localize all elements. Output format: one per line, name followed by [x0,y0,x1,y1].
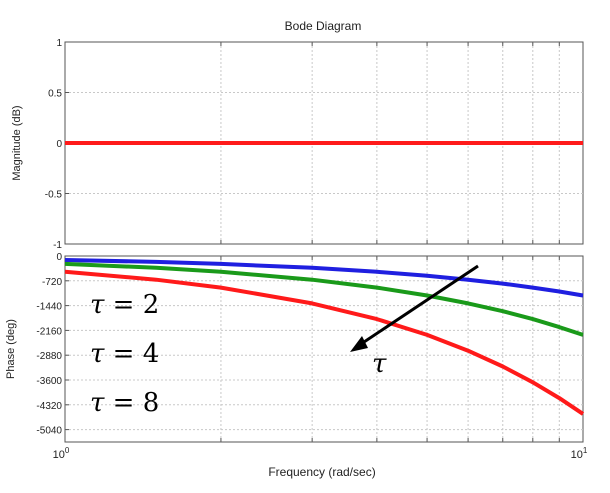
magnitude-axis-label: Magnitude (dB) [11,105,23,180]
y-tick-label: 0 [56,139,62,150]
phase-axis-label: Phase (deg) [5,319,17,379]
y-tick-label: -3600 [36,376,62,387]
phase-series [64,258,585,416]
y-tick-label: -4320 [36,401,62,412]
y-tick-label: -1440 [36,302,62,313]
x-tick-label: 101 [571,446,588,461]
increasing-tau-arrow [350,264,479,352]
y-tick-label: -5040 [36,426,62,437]
series-line [64,269,585,416]
series-line [64,258,584,298]
y-tick-label: -2160 [36,326,62,337]
tau-legend-item: τ = 4 [90,339,159,369]
chart-title: Bode Diagram [285,19,362,33]
tau-legend: τ = 2 τ = 4 τ = 8 [90,290,159,418]
arrow-tau-label: τ [372,349,387,379]
phase-plot-frame [64,255,584,443]
arrow-shaft [357,264,479,348]
arrow-head-icon [350,336,368,352]
tau-legend-item: τ = 8 [90,388,159,418]
series-line [64,261,584,337]
y-tick-label: 1 [56,38,62,49]
tau-legend-item: τ = 2 [90,290,159,320]
phase-y-ticks: 0 -720 -1440 -2160 -2880 -3600 -4320 -5040 [36,252,69,437]
y-tick-label: -0.5 [45,190,63,201]
y-tick-label: -2880 [36,351,62,362]
y-tick-label: -1 [53,240,62,251]
phase-axes: 0-720-1440-2160-2880-3600-4320-5040 100 1… [36,252,587,461]
y-tick-label: 0 [56,252,62,263]
magnitude-axes: 1 0.5 0 -0.5 -1 [45,38,584,251]
frequency-axis-label: Frequency (rad/sec) [268,465,375,479]
y-tick-label: 0.5 [48,89,62,100]
x-tick-label: 100 [53,446,70,461]
frequency-x-ticks: 100 101 [53,446,588,461]
y-tick-label: -720 [42,277,62,288]
